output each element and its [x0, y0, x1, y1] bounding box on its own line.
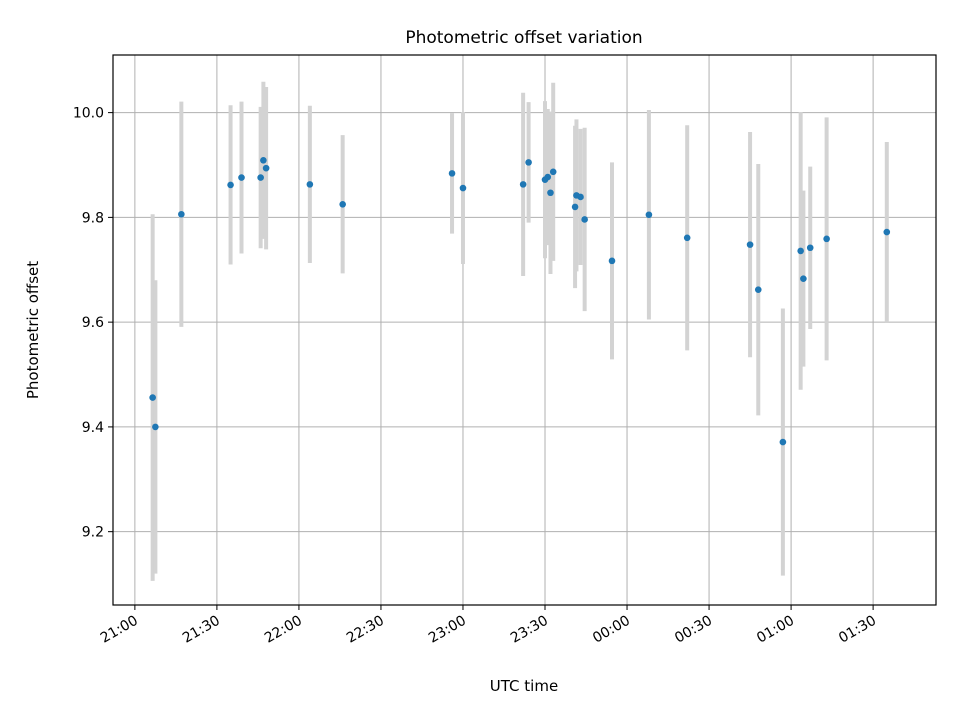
y-tick-label: 9.4: [82, 420, 104, 436]
x-tick-label: 00:30: [672, 613, 715, 647]
x-tick-label: 00:00: [590, 613, 633, 647]
data-point: [800, 275, 807, 282]
x-tick-label: 22:00: [262, 613, 305, 647]
data-point: [262, 164, 270, 172]
data-point: [260, 156, 267, 164]
y-tick-label: 10.0: [73, 106, 104, 122]
x-tick-label: 01:30: [836, 613, 879, 647]
y-axis-label: Photometric offset: [24, 261, 42, 399]
data-point: [525, 159, 532, 166]
data-point: [257, 174, 264, 181]
data-point: [519, 181, 527, 188]
data-point: [149, 394, 156, 401]
y-tick-label: 9.6: [82, 315, 104, 331]
data-point: [608, 257, 616, 265]
y-tick-label: 9.8: [82, 210, 104, 226]
data-point: [581, 216, 588, 223]
data-point: [883, 228, 891, 236]
y-tick-label: 9.2: [82, 525, 104, 541]
data-point: [754, 286, 762, 293]
data-point: [571, 203, 579, 211]
data-point: [806, 244, 814, 252]
data-point: [645, 211, 653, 219]
data-point: [459, 184, 467, 192]
plot-frame: [112, 54, 937, 606]
x-tick-label: 21:30: [180, 613, 223, 647]
data-point: [544, 173, 552, 181]
data-point: [823, 235, 830, 243]
data-point: [746, 241, 754, 248]
x-tick-label: 23:00: [426, 613, 469, 647]
x-axis-ticks: 21:00 21:30 22:00 22:30 23:00 23:30 00:00 00:30…: [98, 605, 879, 647]
data-points: [149, 156, 891, 446]
x-tick-label: 23:30: [508, 613, 551, 647]
data-point: [683, 234, 691, 242]
data-point: [152, 423, 159, 431]
data-point: [797, 247, 804, 255]
data-point: [306, 181, 314, 188]
data-point: [577, 193, 584, 201]
data-point: [227, 181, 234, 189]
data-point: [549, 168, 557, 176]
x-tick-label: 21:00: [98, 613, 141, 647]
x-tick-label: 22:30: [344, 613, 387, 647]
data-point: [779, 438, 787, 446]
data-point: [238, 174, 245, 181]
data-point: [339, 200, 346, 208]
chart-title: Photometric offset variation: [405, 28, 642, 48]
y-axis-ticks: 9.2 9.4 9.6 9.8 10.0: [73, 106, 113, 541]
data-point: [448, 170, 456, 177]
data-point: [547, 189, 554, 197]
x-axis-label: UTC time: [490, 677, 558, 695]
data-point: [178, 210, 185, 218]
error-bars: [150, 81, 889, 581]
x-tick-label: 01:00: [754, 613, 797, 647]
